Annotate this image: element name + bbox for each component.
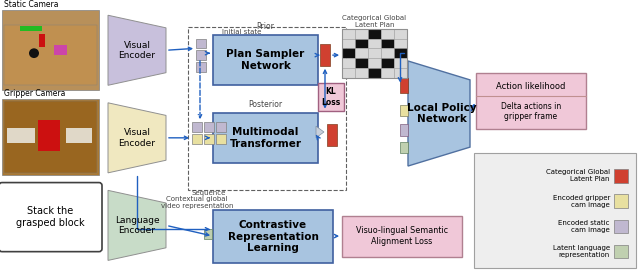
Circle shape <box>29 48 39 58</box>
Bar <box>394 39 407 48</box>
Text: Encoded static
cam image: Encoded static cam image <box>559 220 610 233</box>
Bar <box>2 10 99 90</box>
Bar <box>394 48 407 58</box>
Polygon shape <box>108 103 166 173</box>
Bar <box>381 68 394 78</box>
Bar <box>204 122 214 132</box>
Bar <box>614 169 628 183</box>
Text: Categorical Global
Latent Plan: Categorical Global Latent Plan <box>546 169 610 182</box>
Bar <box>614 219 628 233</box>
Bar <box>342 58 355 68</box>
Bar <box>327 124 337 145</box>
Text: Prior: Prior <box>257 23 275 31</box>
Bar <box>355 39 368 48</box>
Text: Visual
Encoder: Visual Encoder <box>118 41 156 60</box>
Bar <box>614 245 628 258</box>
Bar <box>368 48 381 58</box>
Bar <box>213 210 333 263</box>
Bar <box>381 48 394 58</box>
Text: Stack the
grasped block: Stack the grasped block <box>16 206 85 228</box>
Text: Initial state: Initial state <box>222 29 261 35</box>
Bar <box>342 39 355 48</box>
Bar <box>196 62 206 72</box>
Bar <box>192 134 202 144</box>
Bar <box>355 68 368 78</box>
Bar <box>213 35 318 85</box>
Bar <box>4 25 97 85</box>
Bar <box>39 34 45 47</box>
Bar <box>342 216 462 257</box>
Bar <box>38 120 60 152</box>
Bar <box>188 27 346 190</box>
Text: Sequence: Sequence <box>192 190 227 196</box>
Bar <box>355 48 368 58</box>
Text: Posterior: Posterior <box>248 100 283 109</box>
Polygon shape <box>108 190 166 260</box>
Bar <box>476 73 586 129</box>
Polygon shape <box>108 15 166 85</box>
Bar <box>400 78 408 93</box>
Bar <box>66 128 92 143</box>
Text: Action likelihood: Action likelihood <box>496 82 566 91</box>
Bar <box>368 58 381 68</box>
Text: Contrastive
Representation
Learning: Contrastive Representation Learning <box>228 220 319 253</box>
Bar <box>614 194 628 208</box>
Polygon shape <box>316 126 324 138</box>
Bar <box>213 112 318 163</box>
Bar <box>381 39 394 48</box>
Bar <box>342 48 355 58</box>
Bar <box>368 29 381 39</box>
Bar <box>342 29 407 78</box>
Text: Visuo-lingual Semantic
Alignment Loss: Visuo-lingual Semantic Alignment Loss <box>356 226 448 246</box>
Bar <box>474 153 636 268</box>
Text: Local Policy
Network: Local Policy Network <box>407 103 477 124</box>
Bar <box>368 39 381 48</box>
Bar <box>400 124 408 136</box>
Bar <box>394 58 407 68</box>
Text: Latent language
representation: Latent language representation <box>553 245 610 258</box>
Bar <box>320 45 330 66</box>
FancyBboxPatch shape <box>0 183 102 252</box>
Bar <box>342 29 355 39</box>
Bar <box>2 99 99 175</box>
Bar <box>355 58 368 68</box>
Bar <box>204 134 214 144</box>
Bar <box>368 68 381 78</box>
Bar <box>394 68 407 78</box>
Text: Gripper Camera: Gripper Camera <box>4 89 65 98</box>
Bar <box>216 122 226 132</box>
Bar <box>7 128 35 143</box>
Bar <box>342 68 355 78</box>
Text: Plan Sampler
Network: Plan Sampler Network <box>227 49 305 71</box>
Text: Visual
Encoder: Visual Encoder <box>118 128 156 147</box>
Bar <box>381 29 394 39</box>
Bar <box>196 39 206 48</box>
Bar <box>216 134 226 144</box>
Bar <box>400 142 408 153</box>
Polygon shape <box>408 61 470 166</box>
Bar <box>394 29 407 39</box>
Text: Multimodal
Transformer: Multimodal Transformer <box>230 127 301 148</box>
Bar <box>4 101 97 173</box>
Text: Static Camera: Static Camera <box>4 0 58 9</box>
Text: Contextual global
video representation: Contextual global video representation <box>161 196 233 209</box>
Bar <box>196 50 206 60</box>
Bar <box>381 58 394 68</box>
Text: Categorical Global
Latent Plan: Categorical Global Latent Plan <box>342 15 406 28</box>
Bar <box>400 105 408 116</box>
Bar <box>20 26 42 31</box>
Bar <box>355 29 368 39</box>
Bar <box>204 229 212 239</box>
Text: Language
Encoder: Language Encoder <box>115 216 159 235</box>
Text: Encoded gripper
cam image: Encoded gripper cam image <box>552 194 610 208</box>
Text: KL
Loss: KL Loss <box>321 87 340 107</box>
Bar <box>192 122 202 132</box>
Bar <box>54 45 67 55</box>
Bar <box>318 83 344 111</box>
Text: Delta actions in
gripper frame: Delta actions in gripper frame <box>501 102 561 121</box>
